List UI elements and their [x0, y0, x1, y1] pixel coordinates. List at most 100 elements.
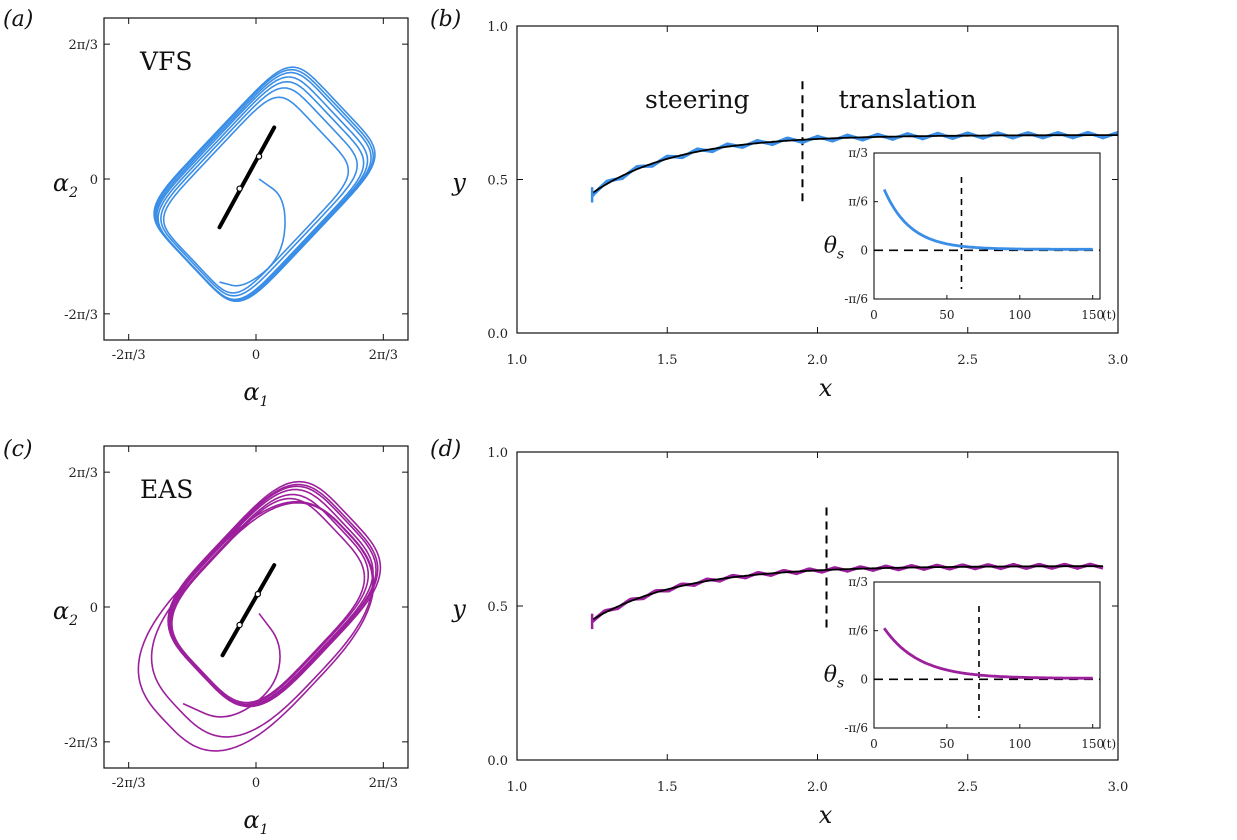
y-tick-label: 0	[90, 601, 98, 616]
limit-cycle-loop	[162, 96, 350, 294]
trajectory-panel-d: (d) 1.0 1.5 2.0 2.5 3.0 0.0 0.5 1.0 x y 0 50 100 150(t…	[430, 437, 1128, 829]
inset-y-tick-label: -π/6	[844, 721, 868, 735]
inset-y-tick-label: π/3	[848, 575, 868, 589]
limit-cycle-loop	[150, 501, 374, 738]
y-axis-label: α2	[53, 597, 78, 629]
inset-y-axis-label: θs	[824, 233, 844, 262]
inset-frame	[873, 152, 1101, 300]
x-axis-label: x	[819, 801, 833, 829]
inset-x-tick-label: 50	[939, 308, 954, 322]
y-tick-label: -2π/3	[64, 736, 98, 751]
y-tick-label: 0.0	[487, 754, 508, 769]
inset-y-tick-label: 0	[860, 672, 868, 686]
inset-angle-curve	[882, 188, 1093, 251]
mean-trajectory	[591, 134, 1118, 195]
x-axis-label: α1	[243, 378, 268, 410]
panel-label: (a)	[3, 7, 33, 32]
x-tick-label: 1.0	[507, 353, 528, 368]
x-tick-label: 1.5	[657, 780, 678, 795]
y-tick-label: 0.5	[487, 174, 508, 189]
y-tick-label: 0.5	[487, 600, 508, 615]
inset-x-tick-label: 100	[1008, 308, 1031, 322]
inset-y-tick-label: π/6	[848, 624, 868, 638]
y-axis-label: α2	[53, 169, 78, 201]
inset-plot: 0 50 100 150(t)π/3π/60-π/6θs	[824, 575, 1116, 751]
x-tick-label: 2.0	[807, 353, 828, 368]
panel-label: (c)	[3, 437, 33, 462]
swimmer-body	[220, 563, 277, 658]
steering-label: steering	[645, 85, 750, 114]
inset-frame	[873, 581, 1101, 729]
y-tick-label: 2π/3	[69, 38, 98, 53]
translation-label: translation	[839, 85, 977, 114]
plot-frame	[516, 25, 1119, 334]
x-tick-label: -2π/3	[112, 348, 146, 363]
swimmer-joint	[236, 621, 243, 629]
x-tick-label: 1.5	[657, 353, 678, 368]
y-axis-label: y	[451, 169, 466, 197]
inset-y-tick-label: π/3	[848, 146, 868, 160]
plot-frame	[103, 17, 409, 341]
swimmer-body	[217, 125, 277, 230]
y-tick-label: 2π/3	[69, 466, 98, 481]
x-tick-label: 0	[252, 348, 260, 363]
phase-panel-a: (a) -2π/3 0 2π/3 2π/3 0 -2π/3 α1 α2 VFS	[3, 7, 408, 410]
limit-cycle-loop	[137, 500, 375, 752]
limit-cycle-loop	[153, 66, 376, 302]
subscript: 1	[260, 394, 269, 410]
x-axis-label: α1	[243, 806, 268, 838]
panel-annotation: EAS	[140, 475, 193, 504]
y-tick-label: 1.0	[487, 446, 508, 461]
x-tick-label: 2π/3	[369, 776, 398, 791]
limit-cycle-loop	[171, 497, 366, 704]
phase-panel-c: (c) -2π/3 0 2π/3 2π/3 0 -2π/3 α1 α2 EAS	[3, 437, 408, 838]
x-tick-label: 2.0	[807, 780, 828, 795]
x-tick-label: -2π/3	[112, 776, 146, 791]
transient-path	[182, 612, 281, 718]
x-tick-label: 2π/3	[369, 348, 398, 363]
panel-label: (b)	[430, 7, 461, 32]
x-tick-label: 3.0	[1108, 780, 1129, 795]
inset-x-axis-label: (t)	[1102, 737, 1116, 751]
trajectory-panel-b: (b) 1.0 1.5 2.0 2.5 3.0 0.0 0.5 1.0 x y steering tra…	[430, 7, 1128, 402]
limit-cycle-loop	[160, 87, 359, 297]
inset-y-axis-label: θs	[824, 662, 844, 691]
y-tick-label: 0.0	[487, 327, 508, 342]
trajectory-group	[153, 66, 376, 302]
y-tick-label: -2π/3	[64, 308, 98, 323]
swimmer-joint	[236, 185, 243, 192]
trajectory-group	[137, 480, 382, 752]
subscript: s	[837, 675, 844, 691]
swimmer-joint	[254, 590, 262, 598]
panel-label: (d)	[430, 437, 461, 462]
inset-angle-curve	[883, 627, 1093, 680]
inset-x-tick-label: 100	[1008, 737, 1031, 751]
inset-y-tick-label: 0	[860, 243, 868, 257]
plot-frame	[516, 451, 1119, 761]
x-tick-label: 2.5	[957, 353, 978, 368]
x-tick-label: 1.0	[507, 780, 528, 795]
x-tick-label: 3.0	[1108, 353, 1129, 368]
limit-cycle-loop	[153, 68, 374, 302]
x-tick-label: 0	[252, 776, 260, 791]
subscript: 2	[68, 185, 78, 201]
inset-x-tick-label: 150	[1081, 737, 1104, 751]
inset-x-tick-label: 150	[1081, 308, 1104, 322]
swimmer-joint	[255, 153, 263, 160]
transient-path	[219, 178, 286, 287]
limit-cycle-loop	[157, 81, 365, 301]
limit-cycle-loop	[155, 76, 369, 302]
y-tick-label: 0	[90, 173, 98, 188]
limit-cycle-loop	[167, 480, 382, 708]
subscript: 2	[68, 613, 78, 629]
inset-x-tick-label: 0	[870, 308, 878, 322]
inset-x-tick-label: 50	[939, 737, 954, 751]
x-axis-label: x	[819, 374, 833, 402]
inset-y-tick-label: π/6	[848, 195, 868, 209]
limit-cycle-loop	[167, 483, 379, 708]
subscript: s	[837, 246, 844, 262]
inset-plot: 0 50 100 150(t)π/3π/60-π/6θs	[824, 146, 1116, 322]
inset-y-tick-label: -π/6	[844, 292, 868, 306]
panel-annotation: VFS	[139, 47, 193, 76]
